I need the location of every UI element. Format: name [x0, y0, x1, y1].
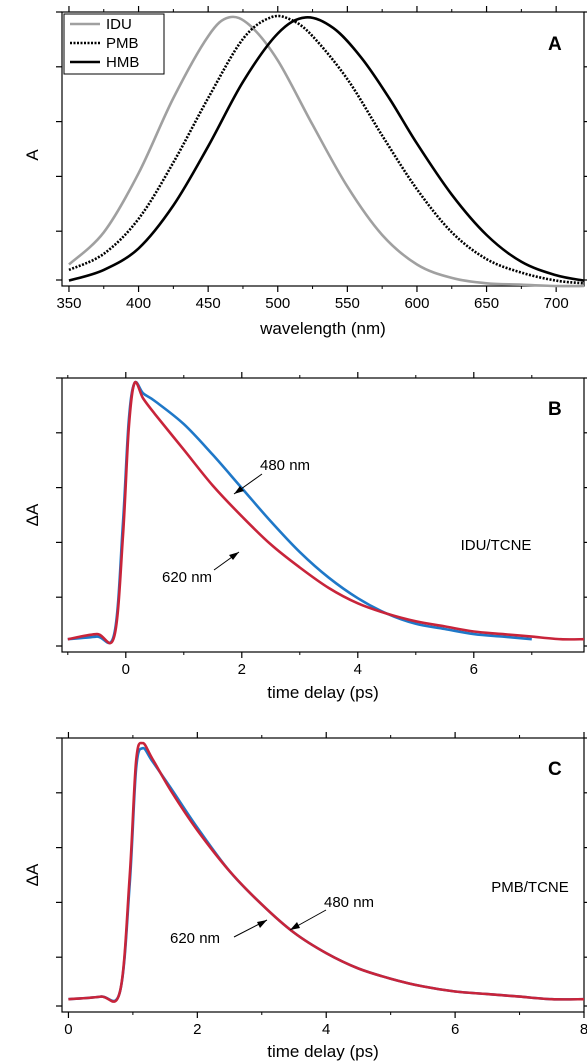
panel-a-ylabel: A [23, 149, 42, 161]
panel-a-frame [61, 11, 585, 287]
panel-a-letter: A [548, 34, 562, 55]
arrowhead-620nm [229, 552, 239, 560]
legend-label-hmb: HMB [106, 54, 139, 71]
x-tick-label: 0 [122, 661, 130, 678]
x-tick-label: 6 [470, 661, 478, 678]
series-hmb [68, 16, 585, 282]
annotation-pmb-tcne: PMB/TCNE [491, 879, 569, 896]
panel-b-ticks [56, 372, 587, 658]
x-tick-label: 700 [544, 295, 569, 312]
x-tick-label: 4 [354, 661, 362, 678]
x-tick-label: 500 [265, 295, 290, 312]
panel-b-frame [61, 377, 585, 653]
panel-c-letter: C [548, 759, 562, 780]
arrowhead-480nm [234, 486, 244, 494]
panel-c-frame [61, 737, 585, 1013]
x-tick-label: 450 [196, 295, 221, 312]
panel-a: 350 400 450 500 550 600 650 700 A wavelength (n… [23, 6, 587, 338]
panel-a-ticks [56, 6, 587, 292]
panel-c-ylabel: ΔA [23, 863, 42, 886]
panel-c-ticks [56, 732, 587, 1018]
arrowhead-620nm [257, 920, 267, 928]
series-620-nm [68, 741, 585, 1003]
legend-label-pmb: PMB [106, 35, 139, 52]
panel-c-xlabel: time delay (ps) [267, 1042, 378, 1061]
panel-b-xticklabels: 0 2 4 6 [122, 661, 478, 678]
panel-c: 0 2 4 6 8 C time delay (ps) ΔA 480 nm 620 nm… [23, 732, 587, 1061]
annotation-620nm: 620 nm [170, 930, 220, 947]
x-tick-label: 0 [64, 1021, 72, 1038]
panel-a-xticklabels: 350 400 450 500 550 600 650 700 [56, 295, 568, 312]
x-tick-label: 6 [451, 1021, 459, 1038]
arrowhead-480nm [290, 922, 300, 930]
panel-b-letter: B [548, 399, 562, 420]
series-620-nm [67, 380, 585, 645]
panel-c-xticklabels: 0 2 4 6 8 [64, 1021, 587, 1038]
panel-b-xlabel: time delay (ps) [267, 683, 378, 702]
x-tick-label: 2 [193, 1021, 201, 1038]
panel-a-xlabel: wavelength (nm) [259, 319, 386, 338]
x-tick-label: 550 [335, 295, 360, 312]
annotation-620nm: 620 nm [162, 569, 212, 586]
annotation-480nm: 480 nm [260, 457, 310, 474]
legend-label-idu: IDU [106, 16, 132, 33]
panel-b-series [67, 380, 585, 645]
panel-a-series [68, 14, 585, 288]
x-tick-label: 4 [322, 1021, 330, 1038]
panel-a-legend: IDU PMB HMB [63, 13, 165, 75]
annotation-480nm: 480 nm [324, 894, 374, 911]
x-tick-label: 600 [404, 295, 429, 312]
x-tick-label: 400 [126, 295, 151, 312]
annotation-idu-tcne: IDU/TCNE [461, 537, 532, 554]
x-tick-label: 650 [474, 295, 499, 312]
series-480-nm [67, 380, 532, 645]
panel-c-series [68, 741, 585, 1003]
x-tick-label: 8 [580, 1021, 587, 1038]
series-480-nm [68, 746, 585, 1003]
x-tick-label: 2 [238, 661, 246, 678]
series-idu [68, 15, 585, 288]
x-tick-label: 350 [56, 295, 81, 312]
panel-b-ylabel: ΔA [23, 503, 42, 526]
panel-c-annotations: 480 nm 620 nm PMB/TCNE [170, 879, 569, 947]
panel-b-annotations: 480 nm 620 nm IDU/TCNE [162, 457, 531, 586]
panel-b: 0 2 4 6 B time delay (ps) ΔA 480 nm 620 nm … [23, 372, 587, 702]
series-pmb [68, 14, 585, 285]
